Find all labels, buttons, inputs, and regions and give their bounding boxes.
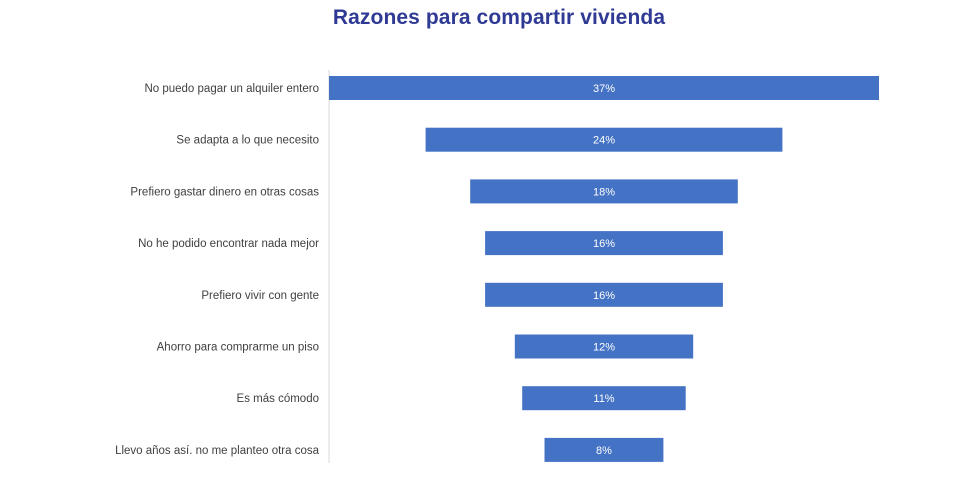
chart-title: Razones para compartir vivienda xyxy=(332,6,666,29)
bar-2 xyxy=(470,179,738,204)
bar-5 xyxy=(514,334,694,359)
category-label-7: Llevo años así. no me planteo otra cosa xyxy=(115,445,320,457)
bar-4 xyxy=(485,282,723,307)
category-label-4: Prefiero vivir con gente xyxy=(201,290,319,302)
category-label-1: Se adapta a lo que necesito xyxy=(176,135,319,147)
bar-1 xyxy=(425,127,783,152)
data-label-1: 24% xyxy=(593,135,615,147)
data-label-3: 16% xyxy=(593,238,615,250)
bar-6 xyxy=(522,386,686,411)
bar-3 xyxy=(485,231,723,256)
bar-0 xyxy=(329,76,879,100)
category-label-5: Ahorro para comprarme un piso xyxy=(157,342,319,354)
data-label-2: 18% xyxy=(593,186,615,198)
category-label-0: No puedo pagar un alquiler entero xyxy=(144,83,319,95)
data-label-0: 37% xyxy=(593,83,615,95)
data-label-5: 12% xyxy=(593,342,615,354)
category-label-2: Prefiero gastar dinero en otras cosas xyxy=(130,186,319,198)
bar-7 xyxy=(544,437,664,462)
data-label-7: 8% xyxy=(596,445,612,457)
category-label-6: Es más cómodo xyxy=(237,393,319,405)
category-label-3: No he podido encontrar nada mejor xyxy=(138,238,319,250)
data-label-6: 11% xyxy=(593,393,614,405)
data-label-4: 16% xyxy=(593,290,615,302)
